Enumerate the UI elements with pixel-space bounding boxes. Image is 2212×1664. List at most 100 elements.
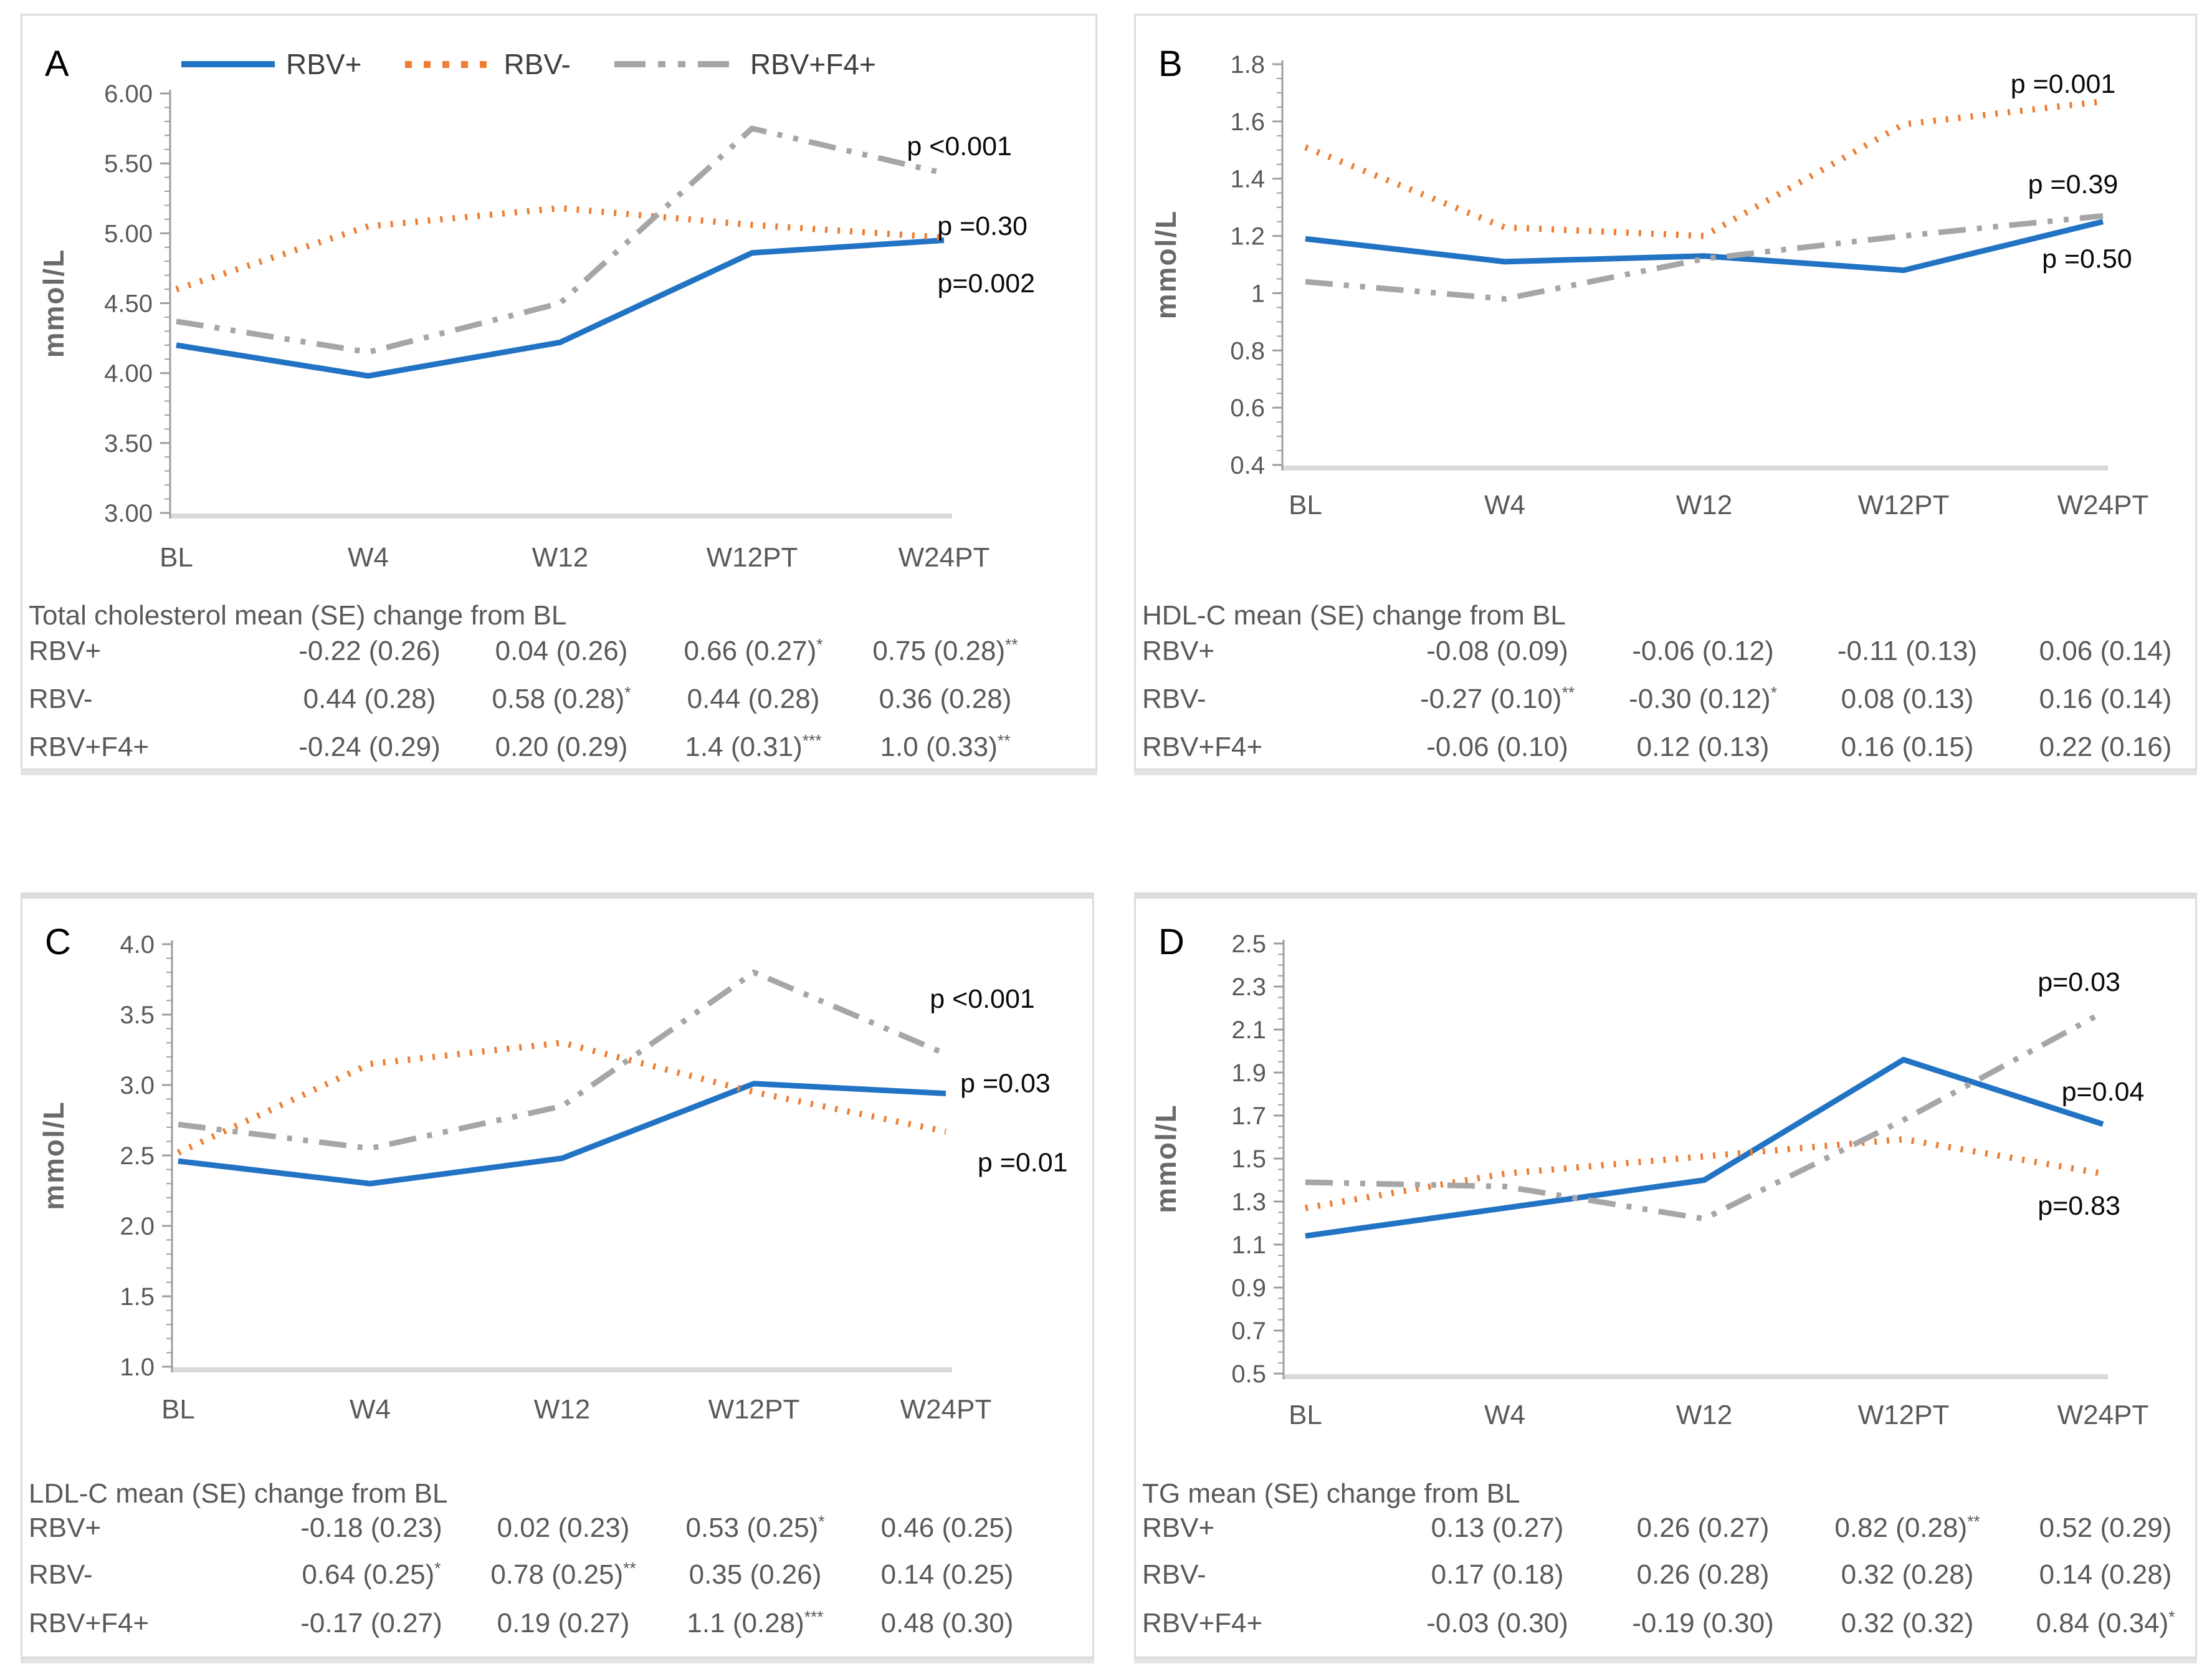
line-chart: 1.8 1.6 1.4 1.2 1 0.8 0.6 0.4 BL W4 W12 W12PT W24PT p… [1150,51,2149,520]
series-line-RBV+ [176,237,945,379]
table-row: RBV+F4+ -0.03 (0.30) -0.19 (0.30) 0.32 (0.3… [1136,1605,2195,1642]
row-label: RBV+F4+ [1142,1608,1263,1638]
x-tick-label: W24PT [900,1394,992,1425]
x-tick-label: W4 [350,1394,391,1425]
y-tick-label: 3.0 [120,1072,155,1099]
row-label: RBV+ [1142,636,1215,666]
y-tick-label: 4.00 [104,360,153,388]
table-value: 0.82 (0.28)** [1834,1512,1980,1543]
y-tick-label: 3.5 [120,1002,155,1029]
y-tick-label: 2.5 [1231,930,1266,958]
row-label: RBV- [29,684,93,714]
y-tick-label: 6.00 [104,80,153,108]
series-line-RBV- [1305,1136,2104,1212]
legend-item-rbv-f4: RBV+F4+ [614,47,876,81]
legend-label: RBV- [503,48,571,80]
panel-C: C 4.0 3.5 3.0 2.5 2.0 1.5 1.0 BL W4 W12 W12PT W24PT… [21,892,1094,1658]
table-value: 0.19 (0.27) [497,1608,630,1638]
series-line-RBV- [1304,98,2104,239]
row-label: RBV+ [29,1513,102,1543]
x-tick-label: BL [161,1394,195,1425]
x-tick-label: W24PT [2057,490,2149,520]
table-value: -0.03 (0.30) [1426,1608,1568,1638]
table-value: -0.18 (0.23) [300,1513,442,1543]
x-tick-label: W12 [534,1394,590,1425]
series-line-RBV+F4+ [1305,1010,2105,1222]
series-line-RBV+ [1305,219,2104,274]
x-tick-label: W12 [532,542,588,573]
p-value-annotation: p=0.83 [2038,1191,2120,1221]
table-value: -0.06 (0.12) [1632,636,1774,666]
series-line-RBV+F4+ [178,969,947,1152]
table-row: RBV+ -0.08 (0.09) -0.06 (0.12) -0.11 (0.13)… [1136,633,2195,669]
p-value-annotation: p=0.03 [2038,967,2120,997]
table-row: RBV+F4+ -0.06 (0.10) 0.12 (0.13) 0.16 (0.15… [1136,729,2195,765]
table-value: -0.08 (0.09) [1426,636,1568,666]
x-tick-label: W12 [1676,1400,1732,1430]
table-value: 0.75 (0.28)** [872,635,1018,666]
table-value: 0.78 (0.25)** [490,1559,636,1590]
p-value-annotation: p =0.01 [978,1147,1068,1177]
table-value: -0.17 (0.27) [300,1608,442,1638]
panel-B: B 1.8 1.6 1.4 1.2 1 0.8 0.6 0.4 BL W4 W12 W12PT W24P… [1134,14,2197,770]
table-row: RBV+ -0.18 (0.23) 0.02 (0.23) 0.53 (0.25)* 0… [22,1510,1092,1546]
y-tick-label: 1.9 [1231,1059,1266,1087]
panel-A: A RBV+ RBV- RBV+F4+ 6.00 5.50 5.00 4.50 4.00… [21,14,1097,770]
table-value: 0.08 (0.13) [1841,684,1974,714]
x-tick-label: W4 [348,542,389,573]
table-value: 0.14 (0.25) [880,1559,1014,1590]
table-title: LDL-C mean (SE) change from BL [29,1478,448,1509]
table-row: RBV- 0.64 (0.25)* 0.78 (0.25)** 0.35 (0.26)… [22,1557,1092,1593]
panel-letter: B [1158,44,1183,84]
table-title: Total cholesterol mean (SE) change from … [29,600,567,631]
y-tick-label: 1.6 [1230,108,1265,136]
y-tick-label: 1.0 [120,1354,155,1381]
table-title: HDL-C mean (SE) change from BL [1142,600,1566,631]
legend-item-rbv-plus: RBV+ [181,47,361,81]
legend-label: RBV+ [286,48,362,80]
y-axis-title: mmol/L [37,249,70,358]
chart-legend: RBV+ RBV- RBV+F4+ [181,44,876,84]
y-tick-label: 0.5 [1231,1360,1266,1388]
table-value: 0.17 (0.18) [1431,1559,1564,1590]
dashdot-line-icon [614,61,739,67]
table-value: 1.0 (0.33)** [880,731,1011,762]
table-row: RBV+ 0.13 (0.27) 0.26 (0.27) 0.82 (0.28)** 0… [1136,1510,2195,1546]
line-chart: 2.5 2.3 2.1 1.9 1.7 1.5 1.3 1.1 0.9 0.7 0.5 BL W4 W12… [1150,930,2149,1430]
legend-label: RBV+F4+ [750,48,876,80]
table-value: 0.58 (0.28)* [492,683,631,714]
row-label: RBV- [1142,684,1206,714]
table-value: 0.16 (0.15) [1841,732,1974,762]
series-line-RBV+F4+ [176,125,945,355]
x-tick-label: BL [1289,1400,1322,1430]
panel-letter: D [1158,922,1185,962]
table-row: RBV+ -0.22 (0.26) 0.04 (0.26) 0.66 (0.27)* 0… [22,633,1095,669]
x-tick-label: W24PT [899,542,990,573]
series-line-RBV+ [1305,1056,2104,1239]
dotted-line-icon [405,60,493,68]
y-axis-title: mmol/L [1150,210,1182,320]
y-tick-label: 1.7 [1231,1102,1266,1130]
table-row: RBV- -0.27 (0.10)** -0.30 (0.12)* 0.08 (0.1… [1136,681,2195,717]
table-value: -0.27 (0.10)** [1419,683,1575,714]
y-tick-label: 2.5 [120,1142,155,1170]
table-value: 1.4 (0.31)*** [685,731,822,762]
line-chart: 4.0 3.5 3.0 2.5 2.0 1.5 1.0BL W4 W12 W12PT W24PT p … [37,931,1068,1425]
table-value: 0.22 (0.16) [2039,732,2172,762]
series-line-RBV+ [178,1081,946,1187]
x-tick-label: W24PT [2057,1400,2149,1430]
y-axis-title: mmol/L [37,1101,70,1210]
row-label: RBV+F4+ [29,732,150,762]
y-tick-label: 1.5 [120,1283,155,1311]
y-tick-label: 1 [1251,280,1265,307]
y-tick-label: 0.9 [1231,1274,1266,1302]
row-label: RBV+ [1142,1513,1215,1543]
table-value: 0.16 (0.14) [2039,684,2172,714]
x-tick-label: W12PT [708,1394,800,1425]
table-value: 0.66 (0.27)* [684,635,823,666]
table-row: RBV- 0.17 (0.18) 0.26 (0.28) 0.32 (0.28) 0.1… [1136,1557,2195,1593]
p-value-annotation: p =0.001 [2011,69,2116,99]
y-axis-title: mmol/L [1150,1104,1182,1213]
table-value: 0.04 (0.26) [495,636,628,666]
p-value-annotation: p =0.50 [2042,244,2132,274]
